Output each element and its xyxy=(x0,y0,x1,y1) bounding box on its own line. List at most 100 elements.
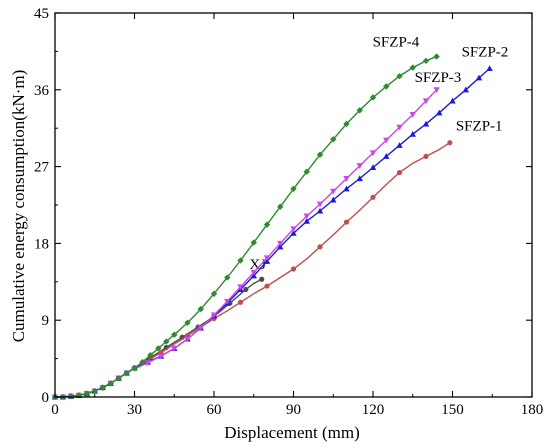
data-point xyxy=(91,387,98,395)
data-point xyxy=(343,219,350,225)
data-point xyxy=(422,120,430,127)
data-point xyxy=(303,213,310,220)
data-point xyxy=(144,360,151,367)
data-point xyxy=(237,284,244,291)
data-point xyxy=(290,185,297,192)
x-tick-label: 150 xyxy=(441,402,464,418)
x-tick-label: 0 xyxy=(51,402,59,418)
data-point xyxy=(259,276,265,282)
data-point xyxy=(436,109,443,116)
data-point xyxy=(224,298,231,305)
data-point xyxy=(264,283,270,289)
data-point xyxy=(486,65,493,72)
data-point xyxy=(343,175,350,182)
y-axis-title: Cumulative energy consumption(kN·m) xyxy=(9,70,28,343)
y-tick-label: 36 xyxy=(34,83,50,99)
series-line xyxy=(55,89,438,398)
series-line xyxy=(55,55,437,398)
data-point xyxy=(369,94,377,101)
data-point xyxy=(83,390,90,397)
data-point xyxy=(369,164,377,171)
data-point xyxy=(67,392,75,400)
data-point xyxy=(370,194,376,200)
data-point xyxy=(369,150,377,157)
series-label: SFZP-3 xyxy=(415,70,462,86)
series-line xyxy=(55,67,491,398)
data-point xyxy=(147,351,154,359)
data-point xyxy=(422,98,430,105)
data-point xyxy=(433,53,440,60)
y-tick-label: 18 xyxy=(34,236,49,252)
data-point xyxy=(330,136,337,143)
data-point xyxy=(123,369,130,377)
y-tick-label: 0 xyxy=(42,390,50,406)
x-tick-label: 60 xyxy=(207,402,222,418)
data-point xyxy=(462,86,469,93)
data-point xyxy=(316,151,324,158)
series-label: SFZP-1 xyxy=(456,119,503,135)
data-point xyxy=(343,185,350,192)
data-point xyxy=(433,87,440,93)
data-point xyxy=(409,111,416,118)
data-point xyxy=(171,345,178,352)
data-point xyxy=(224,274,231,281)
series-sfzp-4: SFZP-4 xyxy=(51,35,440,401)
data-point xyxy=(396,142,403,148)
data-point xyxy=(263,255,271,262)
data-point xyxy=(139,358,146,366)
data-point xyxy=(330,188,337,195)
series-label: SFZP-4 xyxy=(373,35,420,51)
y-tick-label: 45 xyxy=(34,6,49,22)
data-point xyxy=(99,384,106,391)
data-point xyxy=(197,325,204,332)
data-point xyxy=(243,286,249,293)
data-point xyxy=(330,196,337,203)
data-point xyxy=(316,207,324,214)
data-point xyxy=(197,305,204,313)
data-point xyxy=(447,140,453,146)
data-point xyxy=(383,83,390,90)
data-point xyxy=(343,120,350,128)
data-point xyxy=(449,97,456,104)
data-point xyxy=(317,244,323,250)
data-point xyxy=(290,266,297,272)
series-sfzp-2: SFZP-2 xyxy=(51,44,509,400)
series-label: SFZP-2 xyxy=(462,44,509,60)
x-tick-label: 90 xyxy=(286,402,301,418)
data-point xyxy=(409,64,416,71)
data-point xyxy=(396,72,403,80)
data-point xyxy=(157,353,165,360)
y-tick-label: 9 xyxy=(42,313,50,329)
x-tick-label: 120 xyxy=(362,402,385,418)
data-point xyxy=(475,74,483,81)
data-point xyxy=(290,226,297,233)
data-point xyxy=(356,107,363,114)
data-point xyxy=(163,338,170,345)
data-point xyxy=(210,312,218,319)
series-sfzp-3: SFZP-3 xyxy=(51,70,462,401)
data-point xyxy=(396,169,403,176)
data-point xyxy=(131,364,138,372)
data-point xyxy=(422,57,430,64)
data-point xyxy=(237,257,244,264)
data-point xyxy=(356,163,363,169)
data-point xyxy=(356,175,363,182)
data-point xyxy=(155,345,162,352)
data-point xyxy=(383,137,390,144)
axes: 0 30 60 90 120 150 180 0 9 18 27 36 45 xyxy=(34,6,543,418)
series-label: XJ xyxy=(249,257,266,273)
data-point xyxy=(303,218,310,224)
data-point xyxy=(383,153,390,159)
data-point xyxy=(423,153,429,159)
data-point xyxy=(277,203,284,210)
y-tick-label: 27 xyxy=(34,160,50,176)
data-point xyxy=(171,331,178,338)
data-point xyxy=(237,299,244,305)
data-point xyxy=(263,221,271,228)
data-point xyxy=(107,380,114,387)
data-point xyxy=(409,130,416,137)
data-point xyxy=(303,168,310,175)
series-xj: XJ xyxy=(52,257,266,400)
